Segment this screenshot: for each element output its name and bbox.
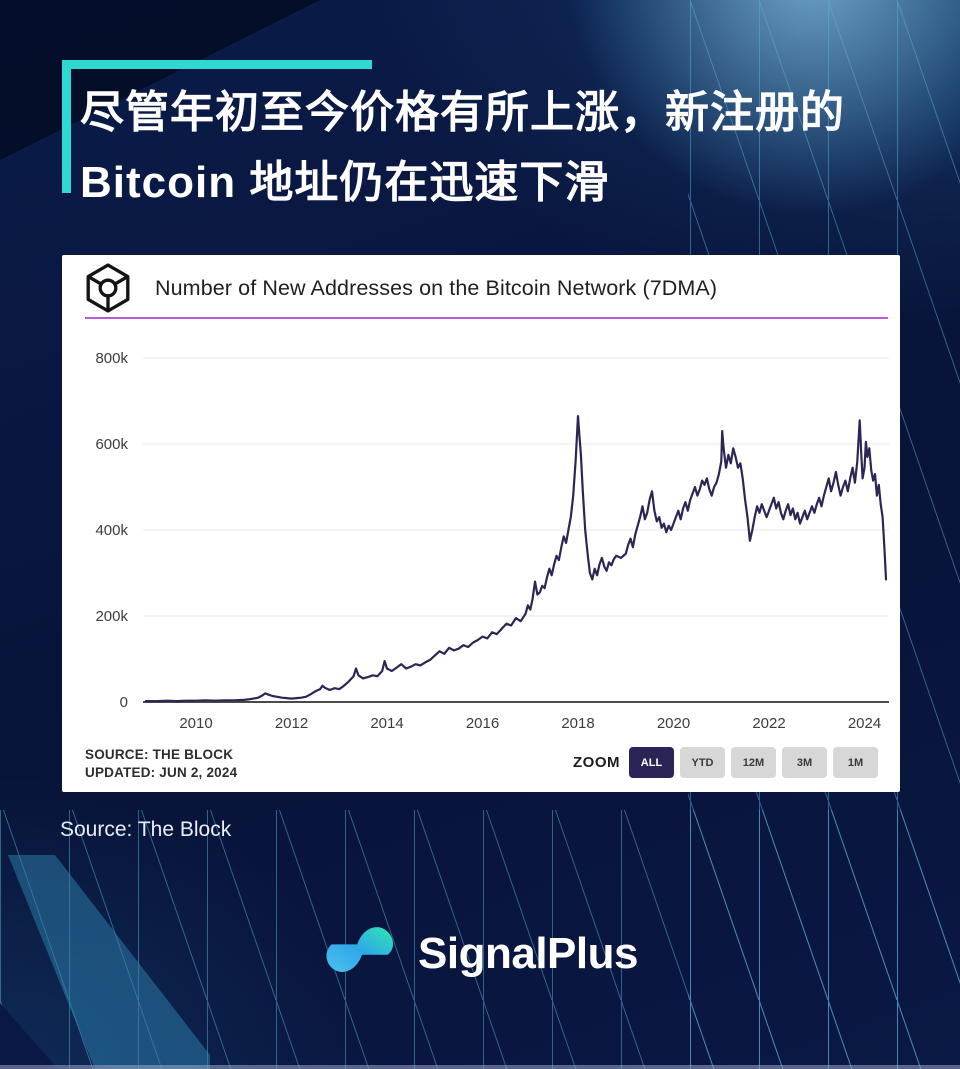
zoom-button-12m[interactable]: 12M: [731, 747, 776, 778]
chart-source-line2: UPDATED: JUN 2, 2024: [85, 765, 238, 780]
bottom-edge-strip: [0, 1065, 960, 1069]
x-axis-tick-label: 2018: [561, 715, 594, 732]
accent-bar-vertical: [62, 60, 71, 193]
y-axis-tick-label: 600k: [95, 436, 128, 453]
zoom-label: ZOOM: [573, 754, 620, 771]
page-title-line2: Bitcoin 地址仍在迅速下滑: [80, 158, 610, 207]
brand-footer: SignalPlus: [0, 920, 960, 988]
purple-divider: [85, 317, 888, 319]
x-axis-tick-label: 2014: [370, 715, 403, 732]
chart-source-line1: SOURCE: THE BLOCK: [85, 747, 234, 762]
accent-bar-horizontal: [62, 60, 372, 69]
chart-source-note: SOURCE: THE BLOCK UPDATED: JUN 2, 2024: [85, 746, 237, 782]
zoom-buttons: ALL YTD 12M 3M 1M: [629, 747, 878, 778]
y-axis-tick-label: 800k: [95, 350, 128, 367]
zoom-controls: ZOOM ALL YTD 12M 3M 1M: [573, 747, 878, 778]
x-axis-tick-label: 2020: [657, 715, 690, 732]
the-block-cube-icon: [86, 263, 130, 313]
signalplus-wave-icon: [326, 927, 394, 973]
zoom-button-1m[interactable]: 1M: [833, 747, 878, 778]
x-axis-tick-label: 2022: [752, 715, 785, 732]
source-caption: Source: The Block: [60, 818, 232, 841]
bottom-left-dark-notch: [0, 1003, 58, 1069]
chart-card-header: Number of New Addresses on the Bitcoin N…: [85, 263, 717, 313]
chart-card: Number of New Addresses on the Bitcoin N…: [62, 255, 900, 792]
chart-line: [144, 414, 888, 703]
x-axis-tick-label: 2010: [179, 715, 212, 732]
x-axis-tick-label: 2016: [466, 715, 499, 732]
zoom-button-3m[interactable]: 3M: [782, 747, 827, 778]
zoom-button-ytd[interactable]: YTD: [680, 747, 725, 778]
page-title: 尽管年初至今价格有所上涨，新注册的 Bitcoin 地址仍在迅速下滑: [80, 78, 920, 218]
x-axis-tick-label: 2024: [848, 715, 881, 732]
page-title-line1: 尽管年初至今价格有所上涨，新注册的: [80, 88, 845, 137]
y-axis-tick-label: 400k: [95, 522, 128, 539]
x-axis-tick-label: 2012: [275, 715, 308, 732]
y-axis-tick-label: 0: [120, 694, 128, 711]
zoom-button-all[interactable]: ALL: [629, 747, 674, 778]
chart-title: Number of New Addresses on the Bitcoin N…: [155, 275, 718, 300]
y-axis-tick-label: 200k: [95, 608, 128, 625]
chart-plot: 800k 600k 400k 200k 0 2010 2012 2014 2016 2018 202…: [95, 350, 889, 732]
brand-name: SignalPlus: [418, 929, 638, 978]
